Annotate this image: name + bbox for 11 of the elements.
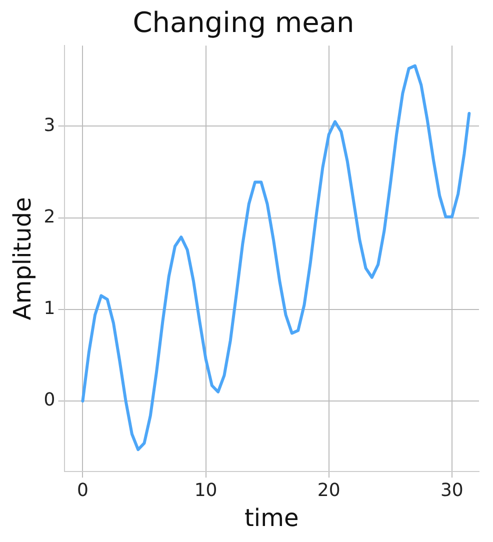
x-tick-label: 30 <box>440 480 464 502</box>
x-tick-label: 20 <box>317 480 340 502</box>
y-tick-label: 1 <box>44 298 56 320</box>
y-tick-label: 3 <box>44 114 56 136</box>
chart-title: Changing mean <box>132 6 354 40</box>
x-tick-label: 0 <box>76 480 88 502</box>
y-axis-title: Amplitude <box>8 197 37 320</box>
x-tick-label: 10 <box>194 480 218 502</box>
x-axis-title: time <box>244 504 299 532</box>
y-tick-label: 0 <box>44 390 56 411</box>
y-tick-label: 2 <box>44 206 56 228</box>
